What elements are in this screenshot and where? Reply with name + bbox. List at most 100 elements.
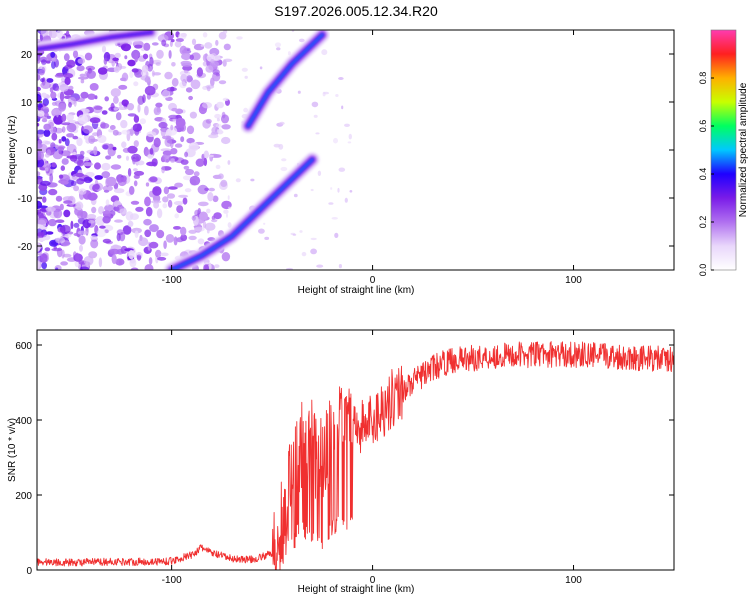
noise-cell xyxy=(115,112,122,121)
noise-cell xyxy=(66,30,70,36)
spectrogram-ylabel: Frequency (Hz) xyxy=(7,116,18,185)
noise-cell xyxy=(117,177,127,187)
noise-cell xyxy=(48,121,54,129)
noise-cell xyxy=(171,62,176,67)
noise-cell xyxy=(51,57,57,62)
noise-cell xyxy=(94,175,103,180)
noise-cell xyxy=(41,59,47,65)
noise-cell xyxy=(146,161,157,167)
noise-cell xyxy=(55,267,59,270)
noise-cell xyxy=(128,185,135,195)
noise-cell xyxy=(264,236,270,240)
noise-cell xyxy=(134,230,139,238)
noise-cell xyxy=(145,71,149,78)
noise-cell xyxy=(151,42,159,46)
noise-cell xyxy=(259,66,263,70)
snr-series-line xyxy=(37,341,674,570)
noise-cell xyxy=(173,201,184,206)
x-tick-label: 0 xyxy=(370,275,376,286)
noise-cell xyxy=(88,220,95,224)
noise-cell xyxy=(101,110,108,115)
snr-panel: -100 0 100 0 200 400 600 Height of straight li… xyxy=(7,329,675,595)
noise-cell xyxy=(153,201,160,209)
noise-cell xyxy=(48,188,58,196)
noise-cell xyxy=(149,176,158,183)
noise-cell xyxy=(189,175,201,186)
noise-cell xyxy=(97,135,107,143)
noise-cell xyxy=(39,253,48,264)
noise-cell xyxy=(62,253,72,258)
noise-cell xyxy=(310,237,317,241)
noise-cell xyxy=(37,86,41,92)
noise-cell xyxy=(152,72,162,76)
noise-cell xyxy=(281,158,287,162)
snr-ylabel: SNR (10 * v/v) xyxy=(7,418,18,482)
noise-cell xyxy=(102,215,111,224)
noise-cell xyxy=(101,45,107,53)
noise-cell xyxy=(113,96,119,104)
noise-cell xyxy=(102,185,113,192)
noise-cell xyxy=(160,252,169,257)
noise-cell xyxy=(148,257,153,265)
noise-cell xyxy=(144,105,149,116)
noise-cell xyxy=(42,162,52,169)
noise-cell xyxy=(135,206,144,212)
noise-cell xyxy=(76,65,85,72)
noise-cell xyxy=(137,104,141,113)
noise-cell xyxy=(218,31,227,40)
noise-cell xyxy=(331,217,338,220)
x-tick-label: -100 xyxy=(162,275,182,286)
noise-cell xyxy=(118,101,123,107)
noise-cell xyxy=(206,208,211,214)
noise-cell xyxy=(76,160,84,167)
noise-cell xyxy=(199,211,208,221)
noise-cell xyxy=(205,65,214,73)
noise-cell xyxy=(182,197,188,205)
noise-cell xyxy=(348,133,352,140)
noise-cell xyxy=(83,157,90,162)
noise-cell xyxy=(89,117,101,124)
noise-cell xyxy=(73,185,80,192)
noise-cell xyxy=(158,121,168,129)
noise-cell xyxy=(66,123,77,133)
y-tick-label: -10 xyxy=(18,194,33,205)
noise-cell xyxy=(124,55,128,60)
noise-cell xyxy=(174,40,182,48)
noise-cell xyxy=(75,201,84,211)
noise-cell xyxy=(215,123,222,128)
y-tick-label: 200 xyxy=(15,491,32,502)
noise-cell xyxy=(241,67,248,72)
noise-cell xyxy=(102,210,111,214)
noise-cell xyxy=(120,119,128,129)
noise-cell xyxy=(213,212,222,220)
noise-cell xyxy=(45,231,54,235)
noise-cell xyxy=(64,77,71,86)
noise-cell xyxy=(59,224,71,234)
noise-cell xyxy=(90,235,98,240)
noise-cell xyxy=(46,78,54,83)
noise-cell xyxy=(90,239,99,249)
snr-ticks: -100 0 100 0 200 400 600 xyxy=(15,330,674,586)
noise-cell xyxy=(180,136,185,143)
noise-cell xyxy=(99,225,106,229)
noise-cell xyxy=(168,186,178,190)
noise-cell xyxy=(228,206,232,209)
noise-cell xyxy=(203,264,210,270)
colorbar-frame xyxy=(710,29,737,271)
noise-cell xyxy=(176,205,184,214)
noise-cell xyxy=(204,222,216,231)
noise-cell xyxy=(133,140,139,148)
noise-cell xyxy=(221,136,231,145)
noise-cell xyxy=(112,57,119,62)
x-tick-label: 100 xyxy=(565,575,582,586)
noise-cell xyxy=(70,180,77,186)
noise-cell xyxy=(128,249,135,260)
noise-cell xyxy=(112,146,117,151)
noise-cell xyxy=(109,125,116,130)
noise-cell xyxy=(93,146,98,156)
noise-cell xyxy=(58,139,62,144)
noise-cell xyxy=(132,158,137,163)
noise-cell xyxy=(37,260,40,269)
noise-cell xyxy=(68,85,74,90)
